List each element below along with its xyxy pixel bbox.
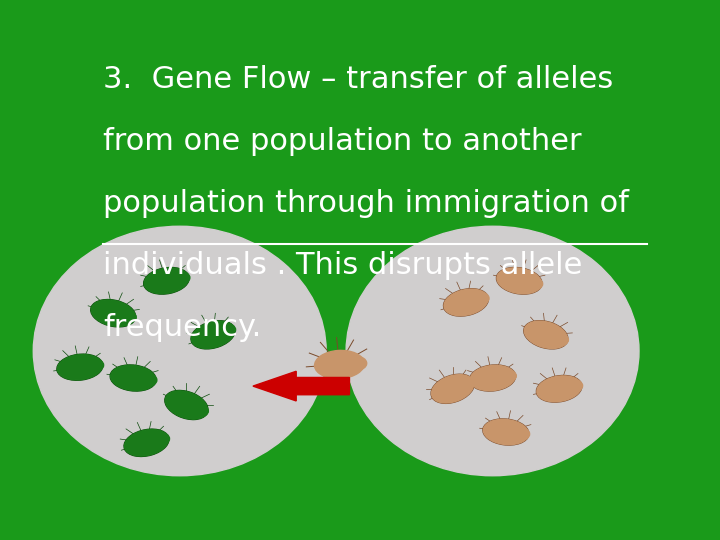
Ellipse shape	[498, 370, 516, 382]
Ellipse shape	[171, 272, 190, 284]
Ellipse shape	[346, 226, 639, 476]
Ellipse shape	[151, 433, 169, 445]
Text: from one population to another: from one population to another	[103, 127, 582, 156]
FancyArrow shape	[253, 372, 349, 401]
Ellipse shape	[117, 311, 136, 323]
Ellipse shape	[346, 356, 366, 370]
Ellipse shape	[58, 355, 102, 380]
Ellipse shape	[125, 429, 168, 456]
Ellipse shape	[550, 334, 568, 346]
Ellipse shape	[470, 292, 489, 305]
Ellipse shape	[470, 366, 515, 390]
Ellipse shape	[91, 300, 135, 327]
Ellipse shape	[456, 377, 474, 389]
Ellipse shape	[431, 375, 474, 403]
Ellipse shape	[537, 376, 581, 402]
Ellipse shape	[138, 374, 157, 386]
Text: 3.  Gene Flow – transfer of alleles: 3. Gene Flow – transfer of alleles	[103, 65, 613, 94]
Ellipse shape	[564, 380, 582, 392]
Ellipse shape	[444, 289, 488, 316]
Ellipse shape	[33, 226, 326, 476]
Ellipse shape	[315, 350, 364, 379]
Ellipse shape	[483, 420, 528, 444]
Ellipse shape	[217, 323, 235, 336]
Text: population through immigration of: population through immigration of	[103, 189, 629, 218]
Ellipse shape	[524, 278, 543, 290]
Ellipse shape	[190, 405, 208, 417]
Ellipse shape	[144, 268, 189, 294]
Text: frequency.: frequency.	[103, 313, 261, 342]
Ellipse shape	[166, 391, 207, 419]
Ellipse shape	[192, 321, 235, 348]
Ellipse shape	[85, 359, 104, 372]
Ellipse shape	[111, 366, 156, 390]
Text: individuals . This disrupts allele: individuals . This disrupts allele	[103, 251, 582, 280]
Ellipse shape	[497, 268, 541, 294]
Ellipse shape	[511, 428, 530, 440]
Ellipse shape	[524, 321, 567, 348]
